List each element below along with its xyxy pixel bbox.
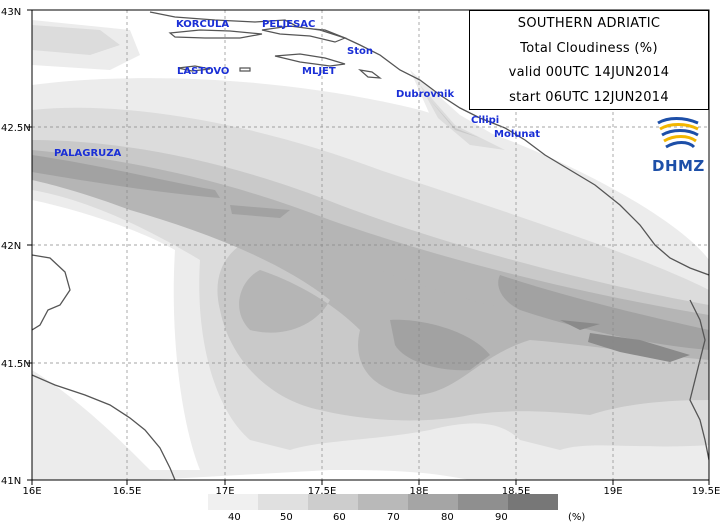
cloudiness-field xyxy=(32,20,709,480)
map-title: SOUTHERN ADRIATIC xyxy=(517,16,661,31)
cloud-level-70 xyxy=(32,150,709,395)
cloud-level-90 xyxy=(588,333,690,362)
place-labels: KORCULA PELJESAC Ston LASTOVO MLJET Dubr… xyxy=(54,19,540,159)
legend-swatch xyxy=(358,494,408,510)
place-ston: Ston xyxy=(347,46,373,57)
legend-swatch xyxy=(458,494,508,510)
island-mljet xyxy=(274,53,346,67)
legend-label: 60 xyxy=(333,512,346,523)
cloud-level-80 xyxy=(390,319,490,371)
lat-tick-label: 42.5N xyxy=(1,123,31,134)
map-variable: Total Cloudiness (%) xyxy=(520,40,658,56)
dhmz-logo-icon xyxy=(657,117,699,149)
place-korcula: KORCULA xyxy=(176,19,229,30)
place-mljet: MLJET xyxy=(302,66,336,77)
legend-swatch xyxy=(258,494,308,510)
legend-label: 50 xyxy=(280,512,293,523)
legend-label: 40 xyxy=(228,512,241,523)
legend-swatch xyxy=(408,494,458,510)
legend-swatch xyxy=(308,494,358,510)
legend: 40 50 60 70 80 90 (%) xyxy=(0,494,720,530)
legend-label: 90 xyxy=(495,512,508,523)
islands xyxy=(168,25,383,79)
island-elaphiti xyxy=(358,69,383,79)
island-korcula xyxy=(168,29,263,39)
lat-tick-label: 41.5N xyxy=(1,359,31,370)
tick-marks xyxy=(27,9,710,485)
lon-tick-label: 18.5E xyxy=(502,486,531,497)
place-lastovo: LASTOVO xyxy=(177,66,229,77)
island-small xyxy=(239,67,251,72)
lon-tick-label: 19.5E xyxy=(692,486,720,497)
island-lastovo xyxy=(177,65,211,72)
cloud-level-50 xyxy=(32,25,120,55)
lon-tick-label: 18E xyxy=(409,486,428,497)
cloud-level-50 xyxy=(420,85,505,150)
cloud-level-40 xyxy=(410,70,560,185)
lon-tick-label: 16E xyxy=(22,486,41,497)
lat-tick-label: 42N xyxy=(1,241,21,252)
valid-time: valid 00UTC 14JUN2014 xyxy=(508,65,670,80)
cloud-level-80 xyxy=(32,155,220,198)
place-molunat: Molunat xyxy=(494,129,540,140)
cloud-level-90 xyxy=(560,320,600,330)
place-cilipi: Cilipi xyxy=(471,115,499,126)
graticule xyxy=(32,10,709,480)
lon-tick-label: 19E xyxy=(603,486,622,497)
place-dubrovnik: Dubrovnik xyxy=(396,89,454,100)
coastline xyxy=(32,11,709,480)
info-box: SOUTHERN ADRIATIC Total Cloudiness (%) v… xyxy=(469,10,709,110)
lat-tick-label: 43N xyxy=(1,7,21,18)
lat-tick-label: 41N xyxy=(1,476,21,487)
legend-swatch xyxy=(508,494,558,510)
lon-tick-label: 17.5E xyxy=(308,486,337,497)
place-peljesac: PELJESAC xyxy=(262,19,315,30)
legend-swatch xyxy=(208,494,258,510)
lat-labels: 43N 42.5N 42N 41.5N 41N xyxy=(1,7,31,487)
legend-label: 70 xyxy=(387,512,400,523)
cloud-level-80 xyxy=(230,205,290,218)
start-time: start 06UTC 12JUN2014 xyxy=(509,89,669,105)
lon-tick-label: 17E xyxy=(215,486,234,497)
island-peljesac xyxy=(261,25,347,43)
legend-unit: (%) xyxy=(568,512,586,523)
dhmz-logo-text: DHMZ xyxy=(652,157,705,175)
legend-label: 80 xyxy=(441,512,454,523)
lon-tick-label: 16.5E xyxy=(113,486,142,497)
place-palagruza: PALAGRUZA xyxy=(54,148,122,159)
lon-labels: 16E 16.5E 17E 17.5E 18E 18.5E 19E 19.5E xyxy=(22,486,720,497)
cloud-level-80 xyxy=(498,275,709,350)
